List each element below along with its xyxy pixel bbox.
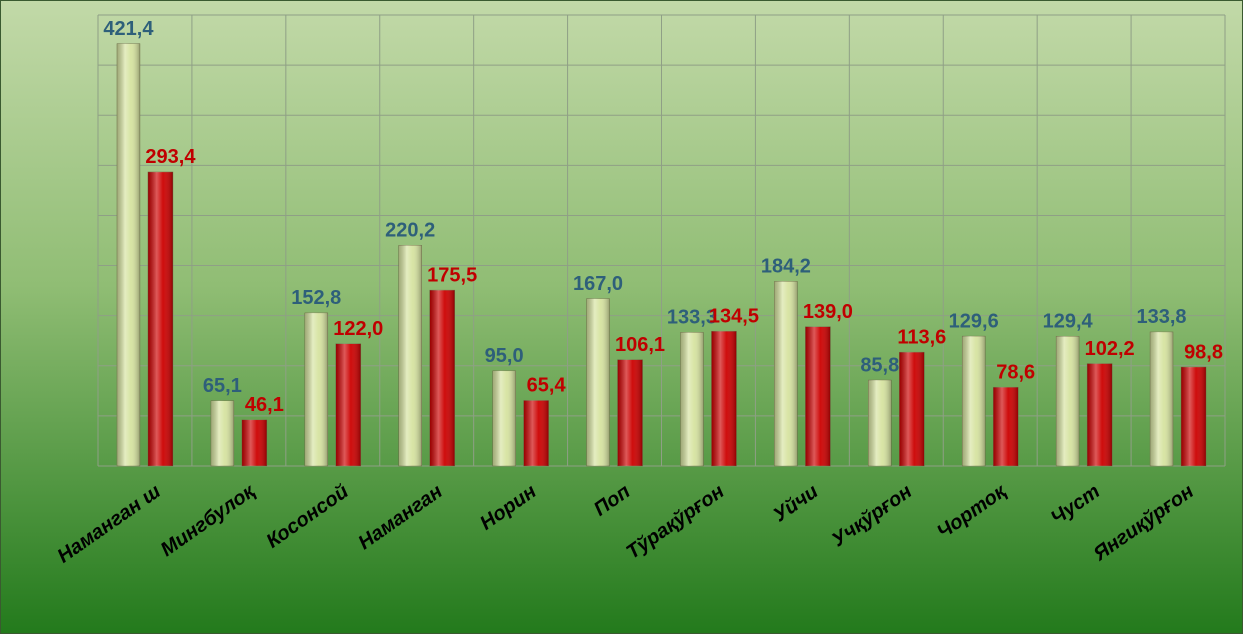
value-label: 106,1 — [615, 334, 665, 356]
value-label: 65,4 — [527, 375, 567, 397]
value-label: 133,8 — [1137, 306, 1187, 328]
bar-shine — [1181, 366, 1207, 466]
bar-shine — [868, 380, 892, 466]
value-label: 167,0 — [573, 273, 623, 295]
bar-shine — [962, 336, 986, 466]
value-label: 46,1 — [245, 394, 284, 416]
value-label: 113,6 — [897, 326, 946, 348]
bar-shine — [335, 343, 361, 466]
value-label: 184,2 — [761, 256, 811, 278]
value-label: 293,4 — [145, 146, 196, 168]
bar-shine — [711, 331, 737, 466]
bar-shine — [774, 281, 798, 466]
value-label: 102,2 — [1085, 338, 1135, 360]
bar-shine — [899, 352, 925, 466]
bar-shine — [116, 43, 140, 467]
bar-shine — [805, 326, 831, 466]
value-label: 139,0 — [803, 301, 853, 323]
bar-shine — [492, 370, 516, 466]
value-label: 152,8 — [291, 287, 341, 309]
value-label: 421,4 — [103, 18, 154, 40]
bar-shine — [210, 400, 234, 466]
value-label: 98,8 — [1184, 341, 1223, 363]
value-label: 134,5 — [709, 305, 759, 327]
bar-shine — [1056, 336, 1080, 466]
bar-shine — [617, 359, 643, 466]
value-label: 129,4 — [1043, 311, 1094, 333]
bar-shine — [1150, 331, 1174, 466]
value-label: 129,6 — [949, 310, 999, 332]
value-label: 122,0 — [333, 318, 383, 340]
value-label: 65,1 — [203, 375, 242, 397]
bar-shine — [241, 419, 267, 466]
bar-shine — [523, 400, 549, 466]
value-label: 95,0 — [485, 345, 524, 367]
bar-shine — [304, 312, 328, 466]
value-label: 175,5 — [427, 264, 477, 286]
bar-shine — [398, 245, 422, 466]
bar-shine — [1087, 363, 1113, 466]
bar-shine — [147, 171, 173, 466]
bar-shine — [429, 290, 455, 466]
bar-shine — [586, 298, 610, 466]
value-label: 133,3 — [667, 307, 717, 329]
bar-shine — [993, 387, 1019, 466]
value-label: 78,6 — [996, 362, 1035, 384]
bar-shine — [680, 332, 704, 466]
value-label: 85,8 — [860, 354, 899, 376]
value-label: 220,2 — [385, 220, 435, 242]
